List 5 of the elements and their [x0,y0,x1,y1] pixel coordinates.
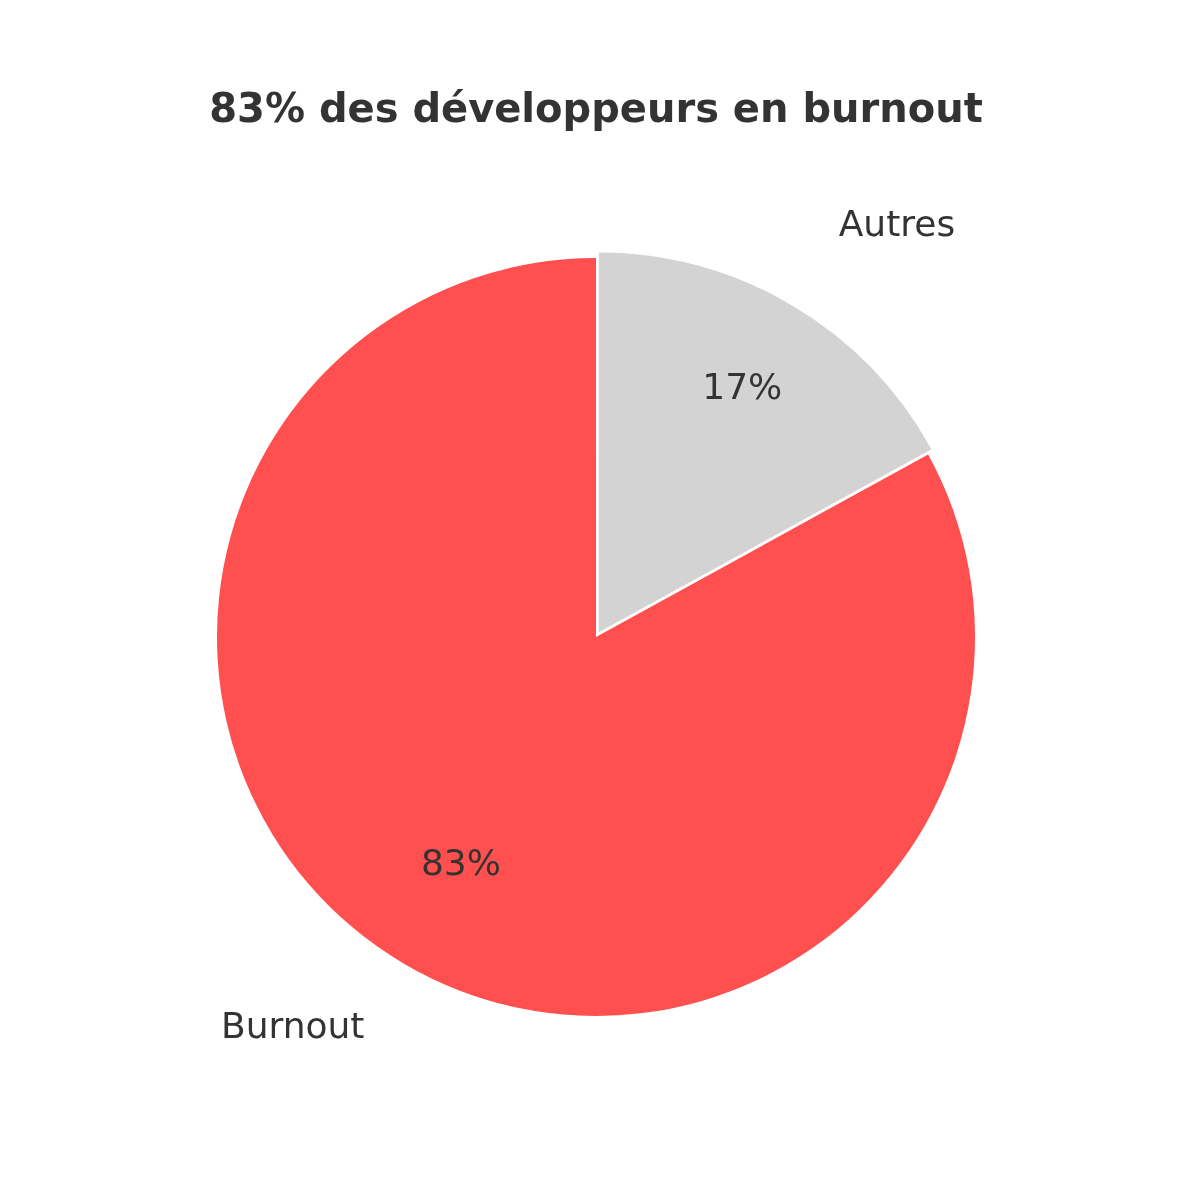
slice-label: Autres [838,202,956,244]
chart-title: 83% des développeurs en burnout [209,85,983,132]
slice-label: Burnout [221,1004,365,1046]
data-label: 83% [420,841,501,883]
data-label: 17% [702,366,783,408]
